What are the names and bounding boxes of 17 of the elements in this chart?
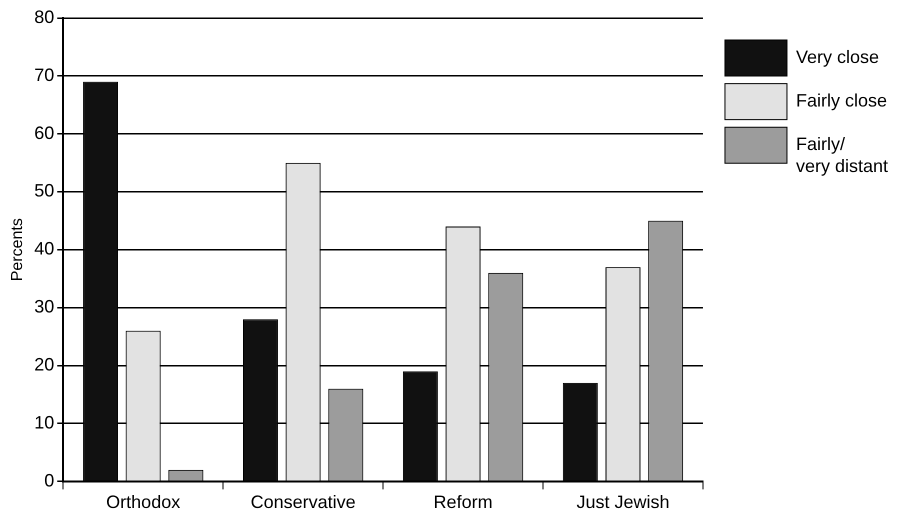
x-tick-label: Conservative — [250, 492, 356, 512]
legend-label: Fairly close — [796, 90, 887, 111]
y-tick-label: 80 — [34, 6, 54, 27]
x-tick-label: Orthodox — [106, 492, 180, 512]
y-tick-label: 10 — [34, 412, 54, 432]
y-tick-label: 20 — [34, 354, 54, 375]
legend-label: Fairly/ very distant — [796, 134, 888, 176]
y-tick-label: 60 — [34, 122, 54, 143]
x-tick-label: Reform — [434, 492, 493, 512]
y-axis-title: Percents — [9, 218, 26, 282]
x-tick-label: Just Jewish — [576, 492, 670, 512]
y-tick-label: 40 — [34, 238, 54, 259]
y-tick-label: 70 — [34, 64, 54, 85]
y-tick-label: 50 — [34, 180, 54, 201]
legend-label: Very close — [796, 46, 880, 67]
y-tick-label: 0 — [44, 470, 54, 490]
y-tick-label: 30 — [34, 296, 54, 317]
